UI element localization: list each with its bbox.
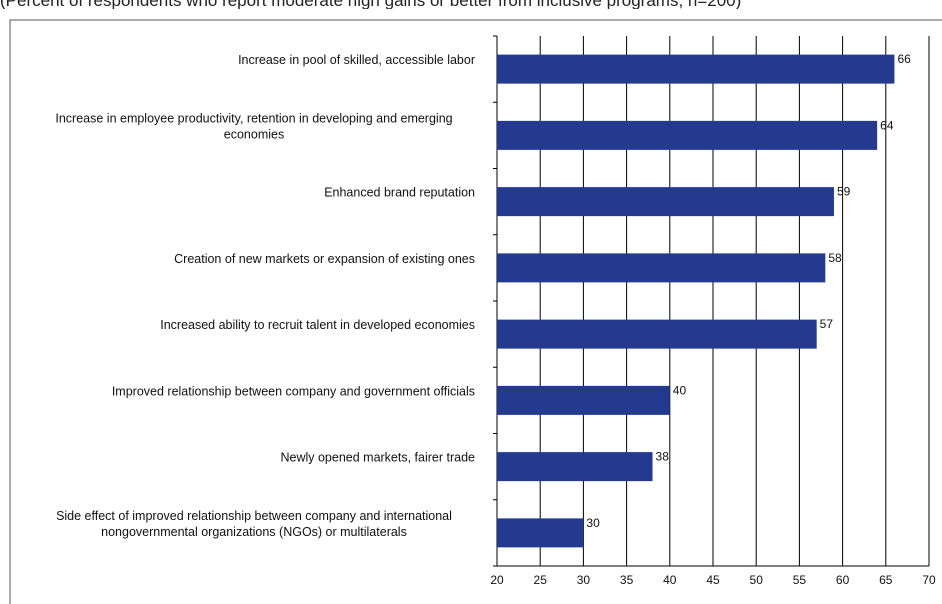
category-label: Creation of new markets or expansion of … bbox=[174, 252, 475, 266]
x-tick-label: 55 bbox=[793, 573, 807, 587]
value-axis: 20 25 30 35 40 45 50 55 60 65 70 bbox=[490, 35, 936, 587]
bars: 66 64 59 58 57 40 38 30 bbox=[497, 52, 911, 548]
bar bbox=[497, 385, 670, 415]
category-label: Increase in pool of skilled, accessible … bbox=[238, 53, 475, 67]
category-label-line: Side effect of improved relationship bet… bbox=[56, 509, 452, 523]
bar bbox=[497, 518, 584, 548]
bar-value-label: 64 bbox=[880, 118, 894, 132]
category-label-line: economies bbox=[224, 127, 284, 141]
category-label: Side effect of improved relationship bet… bbox=[56, 509, 452, 539]
category-label-line: Creation of new markets or expansion of … bbox=[174, 252, 475, 266]
category-label-line: Increase in pool of skilled, accessible … bbox=[238, 53, 475, 67]
x-tick-label: 60 bbox=[836, 573, 850, 587]
bar-value-label: 59 bbox=[837, 185, 851, 199]
x-tick-label: 50 bbox=[750, 573, 764, 587]
bar bbox=[497, 253, 826, 283]
bar bbox=[497, 452, 653, 482]
bar-value-label: 57 bbox=[820, 317, 834, 331]
category-labels: Increase in pool of skilled, accessible … bbox=[55, 53, 475, 539]
category-label: Enhanced brand reputation bbox=[324, 186, 475, 200]
category-label-line: Increased ability to recruit talent in d… bbox=[160, 318, 475, 332]
chart-subtitle: (Percent of respondents who report moder… bbox=[0, 0, 942, 9]
bar bbox=[497, 319, 817, 349]
gridlines bbox=[496, 36, 930, 566]
category-label-line: Newly opened markets, fairer trade bbox=[280, 451, 475, 465]
bar-value-label: 58 bbox=[828, 251, 842, 265]
category-label: Newly opened markets, fairer trade bbox=[280, 451, 475, 465]
category-label-line: Enhanced brand reputation bbox=[324, 186, 475, 200]
x-tick-label: 30 bbox=[577, 573, 591, 587]
bar bbox=[497, 187, 834, 217]
category-label: Increased ability to recruit talent in d… bbox=[160, 318, 475, 332]
bar bbox=[497, 120, 878, 150]
x-tick-label: 45 bbox=[706, 573, 720, 587]
category-label-line: Increase in employee productivity, reten… bbox=[55, 111, 452, 125]
category-label: Improved relationship between company an… bbox=[112, 384, 475, 398]
category-label-line: nongovernmental organizations (NGOs) or … bbox=[101, 525, 407, 539]
bar-value-label: 38 bbox=[656, 450, 670, 464]
x-tick-label: 40 bbox=[663, 573, 677, 587]
category-label-line: Improved relationship between company an… bbox=[112, 384, 475, 398]
chart-frame bbox=[9, 19, 942, 604]
bar-value-label: 30 bbox=[586, 516, 600, 530]
x-tick-label: 65 bbox=[879, 573, 893, 587]
bar-value-label: 66 bbox=[897, 52, 911, 66]
bar bbox=[497, 54, 895, 84]
bar-value-label: 40 bbox=[673, 383, 687, 397]
x-tick-label: 20 bbox=[490, 573, 504, 587]
x-tick-label: 25 bbox=[534, 573, 548, 587]
x-tick-label: 35 bbox=[620, 573, 634, 587]
x-tick-label: 70 bbox=[922, 573, 936, 587]
category-label: Increase in employee productivity, reten… bbox=[55, 111, 452, 141]
